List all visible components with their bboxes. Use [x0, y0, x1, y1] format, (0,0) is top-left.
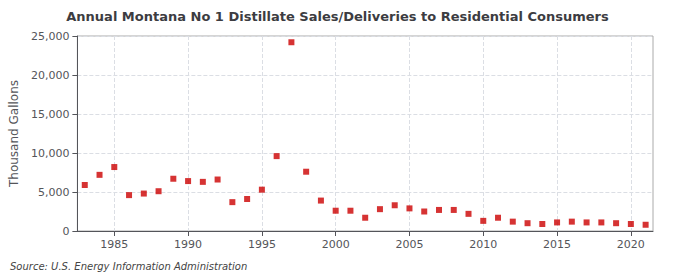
svg-text:0: 0	[62, 225, 69, 238]
svg-text:2010: 2010	[469, 238, 497, 251]
svg-text:25,000: 25,000	[31, 30, 70, 43]
svg-text:Annual Montana No 1 Distillate: Annual Montana No 1 Distillate Sales/Del…	[66, 9, 609, 24]
svg-text:1985: 1985	[100, 238, 128, 251]
svg-text:2015: 2015	[543, 238, 571, 251]
svg-text:2020: 2020	[617, 238, 645, 251]
svg-text:Source: U.S. Energy Informatio: Source: U.S. Energy Information Administ…	[10, 261, 247, 272]
svg-text:5,000: 5,000	[38, 186, 70, 199]
svg-text:2000: 2000	[322, 238, 350, 251]
svg-text:1995: 1995	[248, 238, 276, 251]
svg-text:2005: 2005	[395, 238, 423, 251]
svg-text:1990: 1990	[174, 238, 202, 251]
svg-text:10,000: 10,000	[31, 147, 70, 160]
svg-text:20,000: 20,000	[31, 69, 70, 82]
svg-text:Thousand Gallons: Thousand Gallons	[7, 80, 21, 188]
svg-text:15,000: 15,000	[31, 108, 70, 121]
